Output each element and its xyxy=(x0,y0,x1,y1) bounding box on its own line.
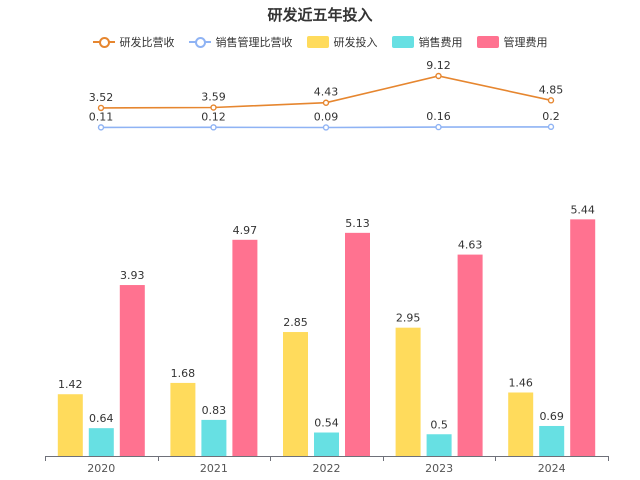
legend-item-admin-expense[interactable]: 管理费用 xyxy=(476,34,548,50)
legend-item-rd-investment[interactable]: 研发投入 xyxy=(306,34,378,50)
bar-data-label: 1.68 xyxy=(171,367,196,380)
chart-title: 研发近五年投入 xyxy=(267,6,373,24)
legend-line-icon xyxy=(188,36,211,48)
line-data-label: 0.12 xyxy=(201,110,226,123)
line-point[interactable] xyxy=(322,99,330,106)
legend-item-sales-expense[interactable]: 销售费用 xyxy=(391,34,463,50)
bar-data-label: 0.69 xyxy=(539,410,564,423)
line-data-label: 3.59 xyxy=(201,91,226,104)
x-tick-label: 2020 xyxy=(87,462,115,475)
bar-data-label: 0.64 xyxy=(89,412,114,425)
bar[interactable] xyxy=(457,254,483,456)
legend-line-icon xyxy=(92,36,115,48)
legend-swatch-icon xyxy=(476,36,499,48)
line-point[interactable] xyxy=(435,72,442,80)
bar[interactable] xyxy=(57,394,83,456)
line-data-label: 0.09 xyxy=(314,110,339,123)
x-tick-label: 2023 xyxy=(425,462,453,475)
line-data-label: 3.52 xyxy=(89,91,114,104)
line-data-label: 0.11 xyxy=(89,110,114,123)
legend-swatch-icon xyxy=(306,36,329,48)
bar[interactable] xyxy=(539,425,565,456)
legend-swatch-icon xyxy=(391,36,414,48)
bar-data-label: 5.44 xyxy=(570,203,595,216)
bar-data-label: 2.95 xyxy=(396,312,421,325)
bar[interactable] xyxy=(345,232,370,456)
bar-data-label: 4.97 xyxy=(233,224,258,237)
bar[interactable] xyxy=(395,327,421,456)
bar-data-label: 0.83 xyxy=(202,404,227,417)
x-tick-label: 2021 xyxy=(200,462,228,475)
bar-data-label: 0.5 xyxy=(430,418,448,431)
bar-data-label: 1.42 xyxy=(58,378,83,391)
line-data-label: 0.16 xyxy=(426,110,451,123)
bar[interactable] xyxy=(232,239,258,456)
bar-data-label: 2.85 xyxy=(283,316,308,329)
line-data-label: 0.2 xyxy=(542,110,560,123)
line-point[interactable] xyxy=(322,124,330,131)
bar[interactable] xyxy=(508,392,534,456)
line-data-label: 9.12 xyxy=(426,59,451,72)
legend-label: 研发比营收 xyxy=(119,36,175,49)
line-point[interactable] xyxy=(210,104,217,111)
line-point[interactable] xyxy=(210,124,217,131)
legend-item-sales-admin-ratio[interactable]: 销售管理比营收 xyxy=(188,34,293,50)
bar[interactable] xyxy=(119,285,145,456)
x-tick-label: 2024 xyxy=(538,462,566,475)
bar-data-label: 0.54 xyxy=(314,417,339,430)
line-point[interactable] xyxy=(97,124,105,131)
line-data-label: 4.85 xyxy=(539,83,564,96)
bar[interactable] xyxy=(201,419,227,456)
line-point[interactable] xyxy=(547,123,555,131)
bar-data-label: 1.46 xyxy=(508,376,533,389)
x-tick-label: 2022 xyxy=(313,462,341,475)
bar[interactable] xyxy=(170,382,196,456)
line-data-label: 4.43 xyxy=(314,86,339,99)
bar[interactable] xyxy=(283,332,308,456)
line-point[interactable] xyxy=(547,97,555,104)
bar-data-label: 5.13 xyxy=(345,217,370,230)
legend-label: 销售费用 xyxy=(418,36,463,49)
legend-label: 研发投入 xyxy=(333,36,378,49)
line-point[interactable] xyxy=(435,123,442,131)
bar-data-label: 3.93 xyxy=(120,269,145,282)
bar[interactable] xyxy=(88,428,114,456)
legend-label: 销售管理比营收 xyxy=(215,36,293,49)
bar[interactable] xyxy=(426,434,452,456)
legend-label: 管理费用 xyxy=(503,36,548,49)
legend: 研发比营收 销售管理比营收 研发投入 销售费用 管理费用 xyxy=(0,34,640,50)
line-point[interactable] xyxy=(97,104,105,112)
legend-item-rd-ratio[interactable]: 研发比营收 xyxy=(92,34,175,50)
bar-data-label: 4.63 xyxy=(458,239,483,252)
bar[interactable] xyxy=(314,432,339,456)
bar[interactable] xyxy=(570,219,596,456)
